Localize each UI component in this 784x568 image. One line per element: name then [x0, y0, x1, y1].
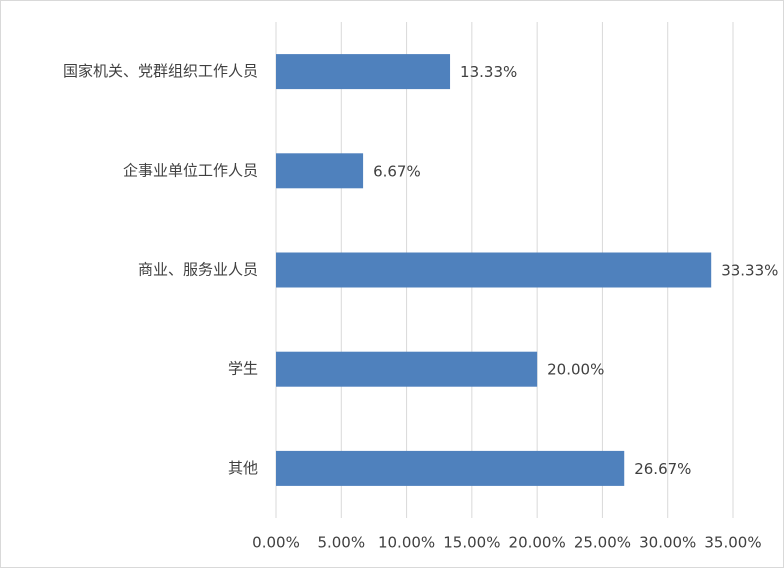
- data-label: 6.67%: [373, 162, 421, 180]
- x-tick-label: 30.00%: [639, 534, 696, 552]
- bar: [276, 351, 538, 387]
- y-tick-label: 学生: [228, 360, 258, 378]
- x-tick-label: 0.00%: [252, 534, 300, 552]
- x-tick-label: 25.00%: [574, 534, 631, 552]
- x-tick-label: 35.00%: [704, 534, 761, 552]
- bar: [276, 54, 451, 90]
- y-tick-label: 企事业单位工作人员: [123, 161, 258, 179]
- x-tick-label: 20.00%: [509, 534, 566, 552]
- x-tick-label: 5.00%: [317, 534, 365, 552]
- y-tick-label: 其他: [228, 459, 258, 477]
- x-tick-label: 10.00%: [378, 534, 435, 552]
- y-tick-label: 商业、服务业人员: [138, 261, 258, 279]
- data-label: 13.33%: [460, 63, 517, 81]
- bar: [276, 252, 712, 288]
- data-label: 33.33%: [721, 262, 778, 280]
- bar: [276, 153, 364, 189]
- data-label: 26.67%: [634, 460, 691, 478]
- x-tick-label: 15.00%: [443, 534, 500, 552]
- y-tick-label: 国家机关、党群组织工作人员: [63, 62, 258, 80]
- bar: [276, 450, 625, 486]
- data-label: 20.00%: [547, 361, 604, 379]
